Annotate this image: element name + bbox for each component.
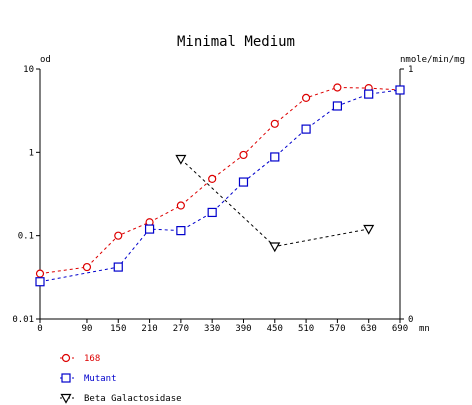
data-point	[35, 277, 45, 287]
chart-title: Minimal Medium	[177, 34, 295, 50]
x-tick-label: 570	[329, 324, 345, 334]
y-right-tick-label: 1	[408, 65, 413, 75]
y-right-tick-label: 0	[408, 315, 413, 325]
series-line	[39, 86, 401, 275]
left-axis-label: od	[40, 55, 51, 65]
data-point	[207, 207, 217, 218]
data-point	[114, 231, 123, 240]
series-2	[175, 154, 375, 253]
series-line	[39, 89, 401, 283]
data-point	[35, 269, 45, 278]
x-tick-label: 210	[141, 324, 157, 334]
legend-label: Mutant	[84, 374, 117, 384]
legend-item: Beta Galactosidase	[60, 393, 182, 404]
data-point	[176, 201, 185, 210]
legend-marker	[61, 373, 71, 383]
legend-label: 168	[84, 354, 100, 364]
y-left-tick-label: 0.1	[18, 232, 34, 242]
x-tick-label: 270	[173, 324, 189, 334]
series-0	[35, 83, 405, 278]
y-left-tick-label: 10	[23, 65, 34, 75]
data-point	[363, 224, 375, 235]
data-point	[238, 177, 249, 187]
x-tick-label: 450	[267, 324, 283, 334]
x-tick-label: 630	[361, 324, 377, 334]
data-point	[301, 93, 311, 102]
legend-label: Beta Galactosidase	[84, 394, 182, 404]
x-tick-label: 150	[110, 324, 126, 334]
legend-item: 168	[60, 353, 100, 364]
y-left-tick-label: 0.01	[12, 315, 34, 325]
x-tick-label: 390	[235, 324, 251, 334]
data-point	[332, 101, 342, 111]
x-tick-label: 510	[298, 324, 314, 334]
data-point	[208, 174, 217, 183]
data-point	[176, 226, 186, 236]
legend-marker	[61, 353, 71, 363]
data-point	[269, 242, 281, 253]
x-tick-label: 0	[37, 324, 42, 334]
x-tick-label: 330	[204, 324, 220, 334]
data-point	[270, 119, 279, 128]
series-layer	[35, 83, 405, 287]
data-point	[270, 152, 280, 162]
x-tick-label: 90	[82, 324, 93, 334]
data-point	[82, 262, 92, 272]
data-point	[333, 83, 342, 92]
data-point	[395, 85, 405, 95]
data-point	[113, 262, 123, 272]
data-point	[301, 124, 311, 134]
series-line	[180, 158, 369, 248]
legend-marker	[60, 393, 72, 404]
x-tick-label: 690	[392, 324, 408, 334]
series-1	[35, 85, 405, 287]
right-axis-label: nmole/min/mg	[400, 55, 465, 65]
ticks-layer: 0 90 150 210 270 330 390 450 510 570 630 690 0.01 0.1…	[12, 65, 413, 334]
legend: 168 Mutant Beta Galactosidase	[60, 353, 182, 404]
data-point	[239, 150, 248, 160]
data-point	[175, 154, 187, 165]
data-point	[364, 89, 374, 99]
legend-item: Mutant	[60, 373, 117, 384]
x-unit-label: mn	[419, 324, 430, 334]
data-point	[144, 224, 155, 234]
y-left-tick-label: 1	[29, 148, 34, 158]
